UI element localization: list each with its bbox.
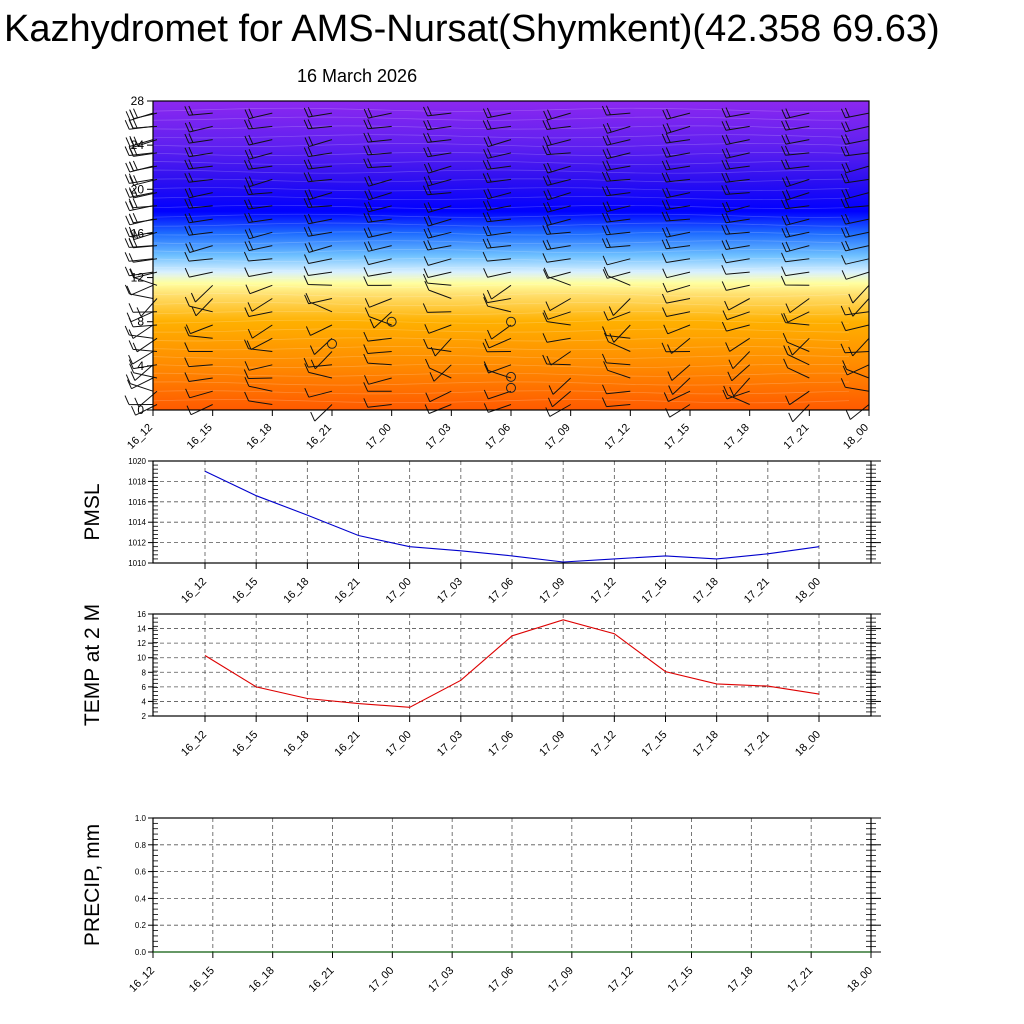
y-axis-label: PMSL xyxy=(81,483,104,540)
x-tick-label: 17_03 xyxy=(435,729,465,759)
x-tick-label: 17_03 xyxy=(426,965,456,995)
x-tick-label: 17_09 xyxy=(546,965,576,995)
x-tick-label: 16_21 xyxy=(304,422,334,452)
x-tick-label: 17_15 xyxy=(640,576,670,606)
x-tick-label: 16_21 xyxy=(307,965,337,995)
y-tick-label: 0.4 xyxy=(135,894,147,903)
x-tick-label: 17_09 xyxy=(543,422,573,452)
y-tick-label: 4 xyxy=(142,697,147,706)
x-tick-label: 17_18 xyxy=(691,576,721,606)
y-tick-label: 4 xyxy=(137,359,144,373)
x-tick-label: 16_12 xyxy=(125,422,155,452)
y-tick-label: 16 xyxy=(131,226,145,240)
x-tick-label: 17_00 xyxy=(384,576,414,606)
x-tick-label: 17_21 xyxy=(742,729,772,759)
y-tick-label: 28 xyxy=(131,94,145,108)
y-tick-label: 0.8 xyxy=(135,841,147,850)
y-tick-label: 14 xyxy=(137,625,146,634)
x-tick-label: 17_06 xyxy=(486,576,516,606)
x-tick-label: 16_15 xyxy=(230,576,260,606)
calm-marker xyxy=(506,382,516,393)
y-tick-label: 1.0 xyxy=(135,814,147,823)
y-tick-label: 0.0 xyxy=(135,948,147,957)
calm-marker xyxy=(506,371,516,382)
y-axis-label: TEMP at 2 M xyxy=(81,604,104,726)
y-axis-label: PRECIP, mm xyxy=(81,824,104,946)
x-tick-label: 16_18 xyxy=(281,576,311,606)
wind-barbs xyxy=(124,105,870,423)
x-tick-label: 16_18 xyxy=(244,422,274,452)
x-tick-label: 17_03 xyxy=(423,422,453,452)
y-tick-label: 10 xyxy=(137,654,146,663)
x-tick-label: 18_00 xyxy=(793,729,823,759)
temp-panel: 2 4 6 8 10 12 14 16 16_12 16_15 16_18 16_21 17_00 17_… xyxy=(81,604,881,759)
y-tick-label: 12 xyxy=(131,271,145,285)
calm-marker xyxy=(327,338,337,349)
temp-line xyxy=(204,619,820,708)
x-tick-label: 17_09 xyxy=(537,576,567,606)
y-tick-label: 1010 xyxy=(128,559,146,568)
y-tick-label: 20 xyxy=(131,182,145,196)
y-tick-label: 1018 xyxy=(128,477,146,486)
x-tick-label: 18_00 xyxy=(841,422,871,452)
x-tick-label: 18_00 xyxy=(793,576,823,606)
x-tick-label: 17_21 xyxy=(781,422,811,452)
x-tick-label: 18_00 xyxy=(845,965,875,995)
x-tick-label: 17_06 xyxy=(486,965,516,995)
x-tick-label: 17_15 xyxy=(662,422,692,452)
y-tick-label: 0.2 xyxy=(135,921,147,930)
y-tick-label: 1014 xyxy=(128,518,146,527)
x-tick-label: 17_12 xyxy=(588,729,618,759)
x-tick-label: 17_00 xyxy=(384,729,414,759)
y-tick-label: 0 xyxy=(137,403,144,417)
y-tick-label: 1016 xyxy=(128,498,146,507)
x-tick-label: 17_15 xyxy=(640,729,670,759)
x-tick-label: 17_18 xyxy=(725,965,755,995)
calm-marker xyxy=(506,316,516,327)
chart-subtitle: 16 March 2026 xyxy=(297,66,418,86)
y-tick-label: 1020 xyxy=(128,457,146,466)
y-tick-label: 12 xyxy=(137,639,146,648)
x-tick-label: 17_18 xyxy=(691,729,721,759)
x-tick-label: 16_15 xyxy=(230,729,260,759)
y-tick-label: 6 xyxy=(142,683,147,692)
x-tick-label: 16_12 xyxy=(127,965,157,995)
x-tick-label: 16_12 xyxy=(179,729,209,759)
x-tick-label: 16_12 xyxy=(179,576,209,606)
y-tick-label: 0.6 xyxy=(135,868,147,877)
x-tick-label: 17_06 xyxy=(483,422,513,452)
x-tick-label: 17_12 xyxy=(602,422,632,452)
x-tick-label: 16_21 xyxy=(333,576,363,606)
x-tick-label: 17_09 xyxy=(537,729,567,759)
chart-title: Kazhydromet for AMS-Nursat(Shymkent)(42.… xyxy=(4,8,940,50)
precip-panel: 0.0 0.2 0.4 0.6 0.8 1.0 16_12 16_15 16_18 16_21 17… xyxy=(81,814,881,995)
y-tick-label: 1012 xyxy=(128,539,146,548)
cross-section-field xyxy=(153,101,869,410)
x-tick-label: 17_18 xyxy=(722,422,752,452)
x-tick-label: 16_18 xyxy=(281,729,311,759)
x-tick-label: 16_21 xyxy=(333,729,363,759)
cross-section-panel: 0 4 8 12 16 20 24 28 16_12 16_15 16_18 16_21 17_00 17… xyxy=(124,94,871,452)
y-tick-label: 8 xyxy=(137,315,144,329)
x-tick-label: 16_18 xyxy=(247,965,277,995)
x-tick-label: 16_15 xyxy=(185,422,215,452)
x-tick-label: 17_21 xyxy=(785,965,815,995)
x-tick-label: 17_00 xyxy=(364,422,394,452)
x-tick-label: 17_21 xyxy=(742,576,772,606)
calm-marker xyxy=(386,316,397,327)
x-tick-label: 16_15 xyxy=(187,965,217,995)
y-tick-label: 8 xyxy=(142,668,147,677)
y-tick-label: 2 xyxy=(142,712,147,721)
x-tick-label: 17_03 xyxy=(435,576,465,606)
y-tick-label: 24 xyxy=(131,138,145,152)
x-tick-label: 17_00 xyxy=(366,965,396,995)
pmsl-line xyxy=(204,470,820,563)
x-tick-label: 17_12 xyxy=(606,965,636,995)
y-tick-label: 16 xyxy=(137,610,146,619)
pmsl-panel: 1010 1012 1014 1016 1018 1020 16_12 16_15 16_18 1… xyxy=(81,457,881,606)
x-tick-label: 17_12 xyxy=(588,576,618,606)
x-tick-label: 17_06 xyxy=(486,729,516,759)
x-tick-label: 17_15 xyxy=(666,965,696,995)
